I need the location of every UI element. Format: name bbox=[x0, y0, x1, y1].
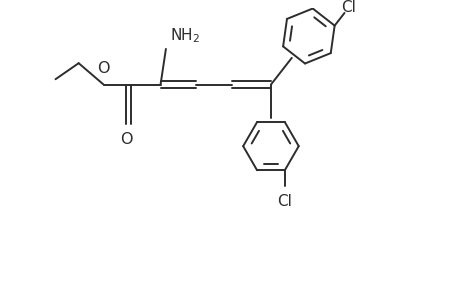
Text: Cl: Cl bbox=[341, 0, 356, 15]
Text: Cl: Cl bbox=[277, 194, 291, 209]
Text: O: O bbox=[120, 132, 133, 147]
Text: O: O bbox=[97, 61, 110, 76]
Text: NH$_2$: NH$_2$ bbox=[170, 26, 200, 45]
